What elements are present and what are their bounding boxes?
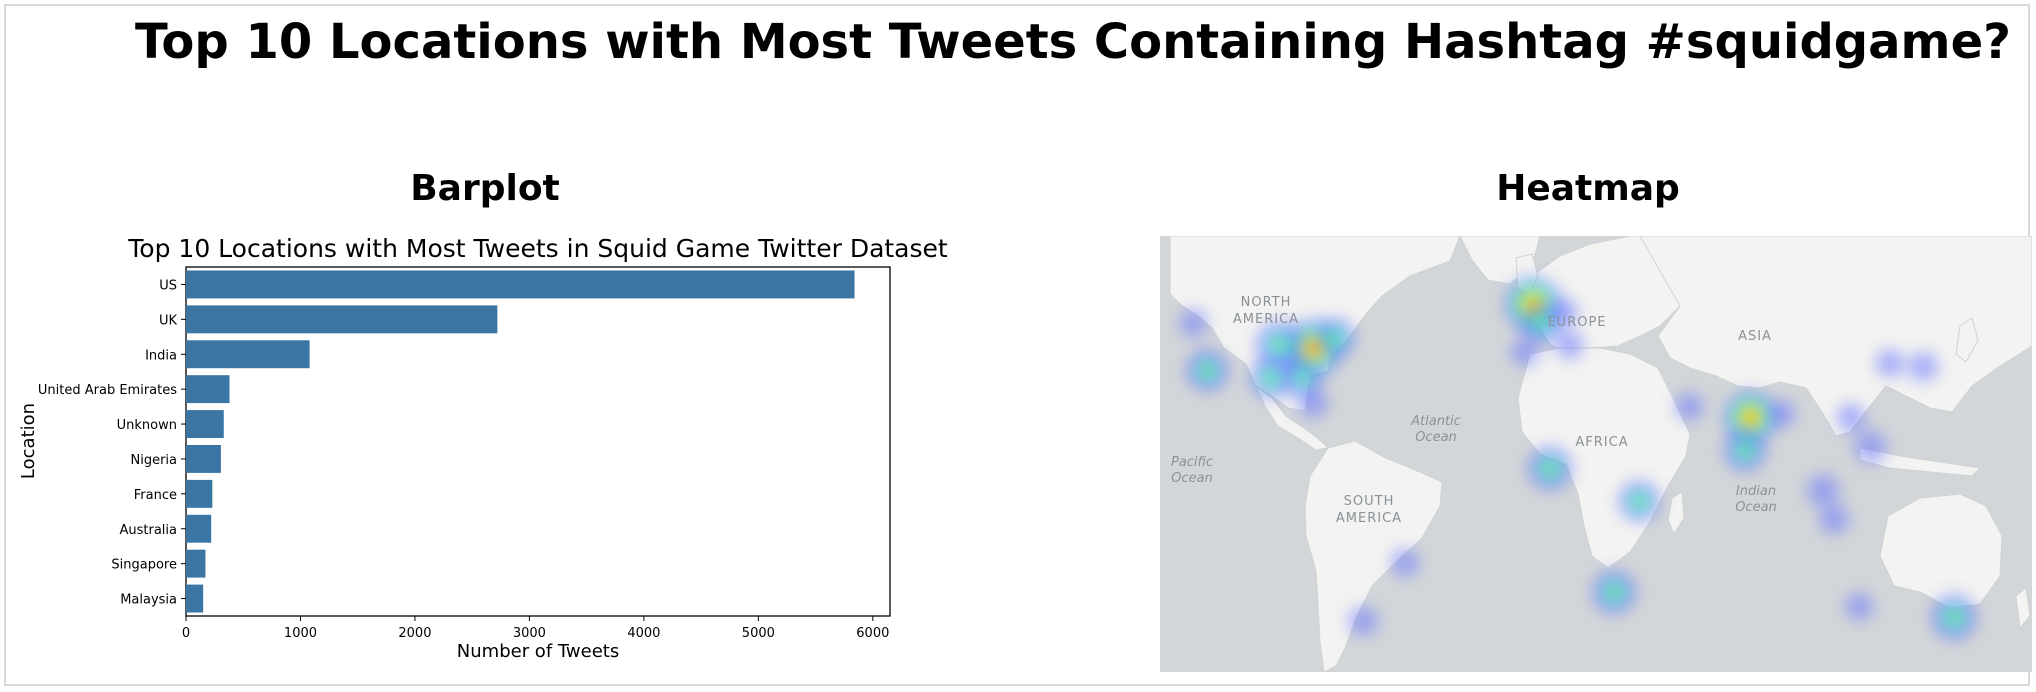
x-tick-label: 5000 xyxy=(742,626,775,641)
heat-spot xyxy=(1292,382,1335,425)
label-indian: Indian xyxy=(1736,484,1776,499)
x-axis-label: Number of Tweets xyxy=(457,641,619,662)
heat-spot xyxy=(1587,565,1642,620)
heat-spot xyxy=(1543,292,1584,333)
bar-australia xyxy=(186,514,212,543)
land-australia xyxy=(1879,493,2003,609)
bar-france xyxy=(186,479,213,508)
y-tick-label: India xyxy=(145,348,177,363)
heat-spot xyxy=(1719,424,1772,477)
x-tick-label: 3000 xyxy=(513,626,546,641)
heat-spot xyxy=(1523,441,1578,496)
y-tick-labels: US UK India United Arab Emirates Unknown Nige… xyxy=(38,278,186,608)
bar-united-arab-emirates xyxy=(186,375,230,404)
y-tick-label: France xyxy=(134,488,177,503)
heat-spot xyxy=(1385,543,1426,583)
y-tick-label: Singapore xyxy=(111,558,177,573)
x-tick-label: 4000 xyxy=(627,626,660,641)
heatmap-map: NORTH AMERICA EUROPE ASIA AFRICA SOUTH A… xyxy=(1160,236,2032,672)
bar-singapore xyxy=(186,549,206,578)
label-indian-ocean: Ocean xyxy=(1735,500,1777,515)
bar-series xyxy=(186,270,855,613)
label-south: SOUTH xyxy=(1344,494,1395,509)
heat-spot xyxy=(1847,423,1894,470)
label-africa: AFRICA xyxy=(1575,435,1628,450)
x-tick-label: 1000 xyxy=(284,626,317,641)
bar-unknown xyxy=(186,410,224,439)
bar-india xyxy=(186,340,310,369)
label-south-america: AMERICA xyxy=(1336,511,1402,526)
y-axis-label: Location xyxy=(18,403,39,479)
heat-spot xyxy=(1761,394,1802,435)
map-labels: NORTH AMERICA EUROPE ASIA AFRICA SOUTH A… xyxy=(1171,295,1777,526)
x-tick-label: 6000 xyxy=(856,626,889,641)
label-north: NORTH xyxy=(1241,295,1292,310)
land-madagascar xyxy=(1667,491,1685,536)
heat-spot xyxy=(1669,386,1710,427)
y-tick-label: United Arab Emirates xyxy=(38,383,177,398)
y-tick-label: Nigeria xyxy=(130,453,177,468)
label-europe: EUROPE xyxy=(1547,315,1606,330)
page-title: Top 10 Locations with Most Tweets Contai… xyxy=(135,14,2011,70)
heat-spot xyxy=(1813,498,1856,541)
y-tick-label: Unknown xyxy=(117,418,177,433)
y-tick-label: Malaysia xyxy=(120,593,177,608)
bar-uk xyxy=(186,305,498,334)
label-atlantic-ocean: Ocean xyxy=(1415,430,1457,445)
heat-spot xyxy=(1902,345,1945,388)
y-tick-label: UK xyxy=(159,313,178,328)
land-japan xyxy=(1955,317,1979,363)
heat-spot xyxy=(1342,600,1385,643)
bar-chart: Top 10 Locations with Most Tweets in Squ… xyxy=(18,234,948,662)
barplot-heading: Barplot xyxy=(410,168,560,209)
bar-us xyxy=(186,270,855,299)
heatmap-heading: Heatmap xyxy=(1496,168,1680,209)
y-tick-label: Australia xyxy=(119,523,177,538)
heat-spot xyxy=(1869,343,1910,384)
heat-spot xyxy=(1549,325,1590,365)
land-asia xyxy=(1639,236,2032,437)
heat-spot xyxy=(1181,344,1234,397)
bar-malaysia xyxy=(186,584,204,613)
x-ticks: 0 1000 2000 3000 4000 5000 6000 xyxy=(182,616,889,641)
heat-spot xyxy=(1614,476,1665,527)
x-tick-label: 2000 xyxy=(398,626,431,641)
label-atlantic: Atlantic xyxy=(1410,414,1461,429)
label-pacific-ocean: Ocean xyxy=(1171,471,1213,486)
heat-spot xyxy=(1839,586,1880,627)
label-pacific: Pacific xyxy=(1171,455,1213,470)
heat-spot xyxy=(1925,589,1982,646)
heat-spot xyxy=(1311,313,1360,362)
heat-spot xyxy=(1173,303,1214,344)
landmasses xyxy=(1169,236,2032,672)
y-tick-label: US xyxy=(159,278,177,293)
heat-layer xyxy=(1173,272,1982,646)
bar-chart-title: Top 10 Locations with Most Tweets in Squ… xyxy=(127,234,948,263)
bar-chart-plot-area xyxy=(185,266,891,617)
heat-spot xyxy=(1504,332,1545,373)
land-new-zealand xyxy=(2015,587,2031,630)
x-tick-label: 0 xyxy=(182,626,190,641)
bar-nigeria xyxy=(186,444,221,473)
label-asia: ASIA xyxy=(1738,329,1772,344)
label-north-america: AMERICA xyxy=(1233,312,1299,327)
